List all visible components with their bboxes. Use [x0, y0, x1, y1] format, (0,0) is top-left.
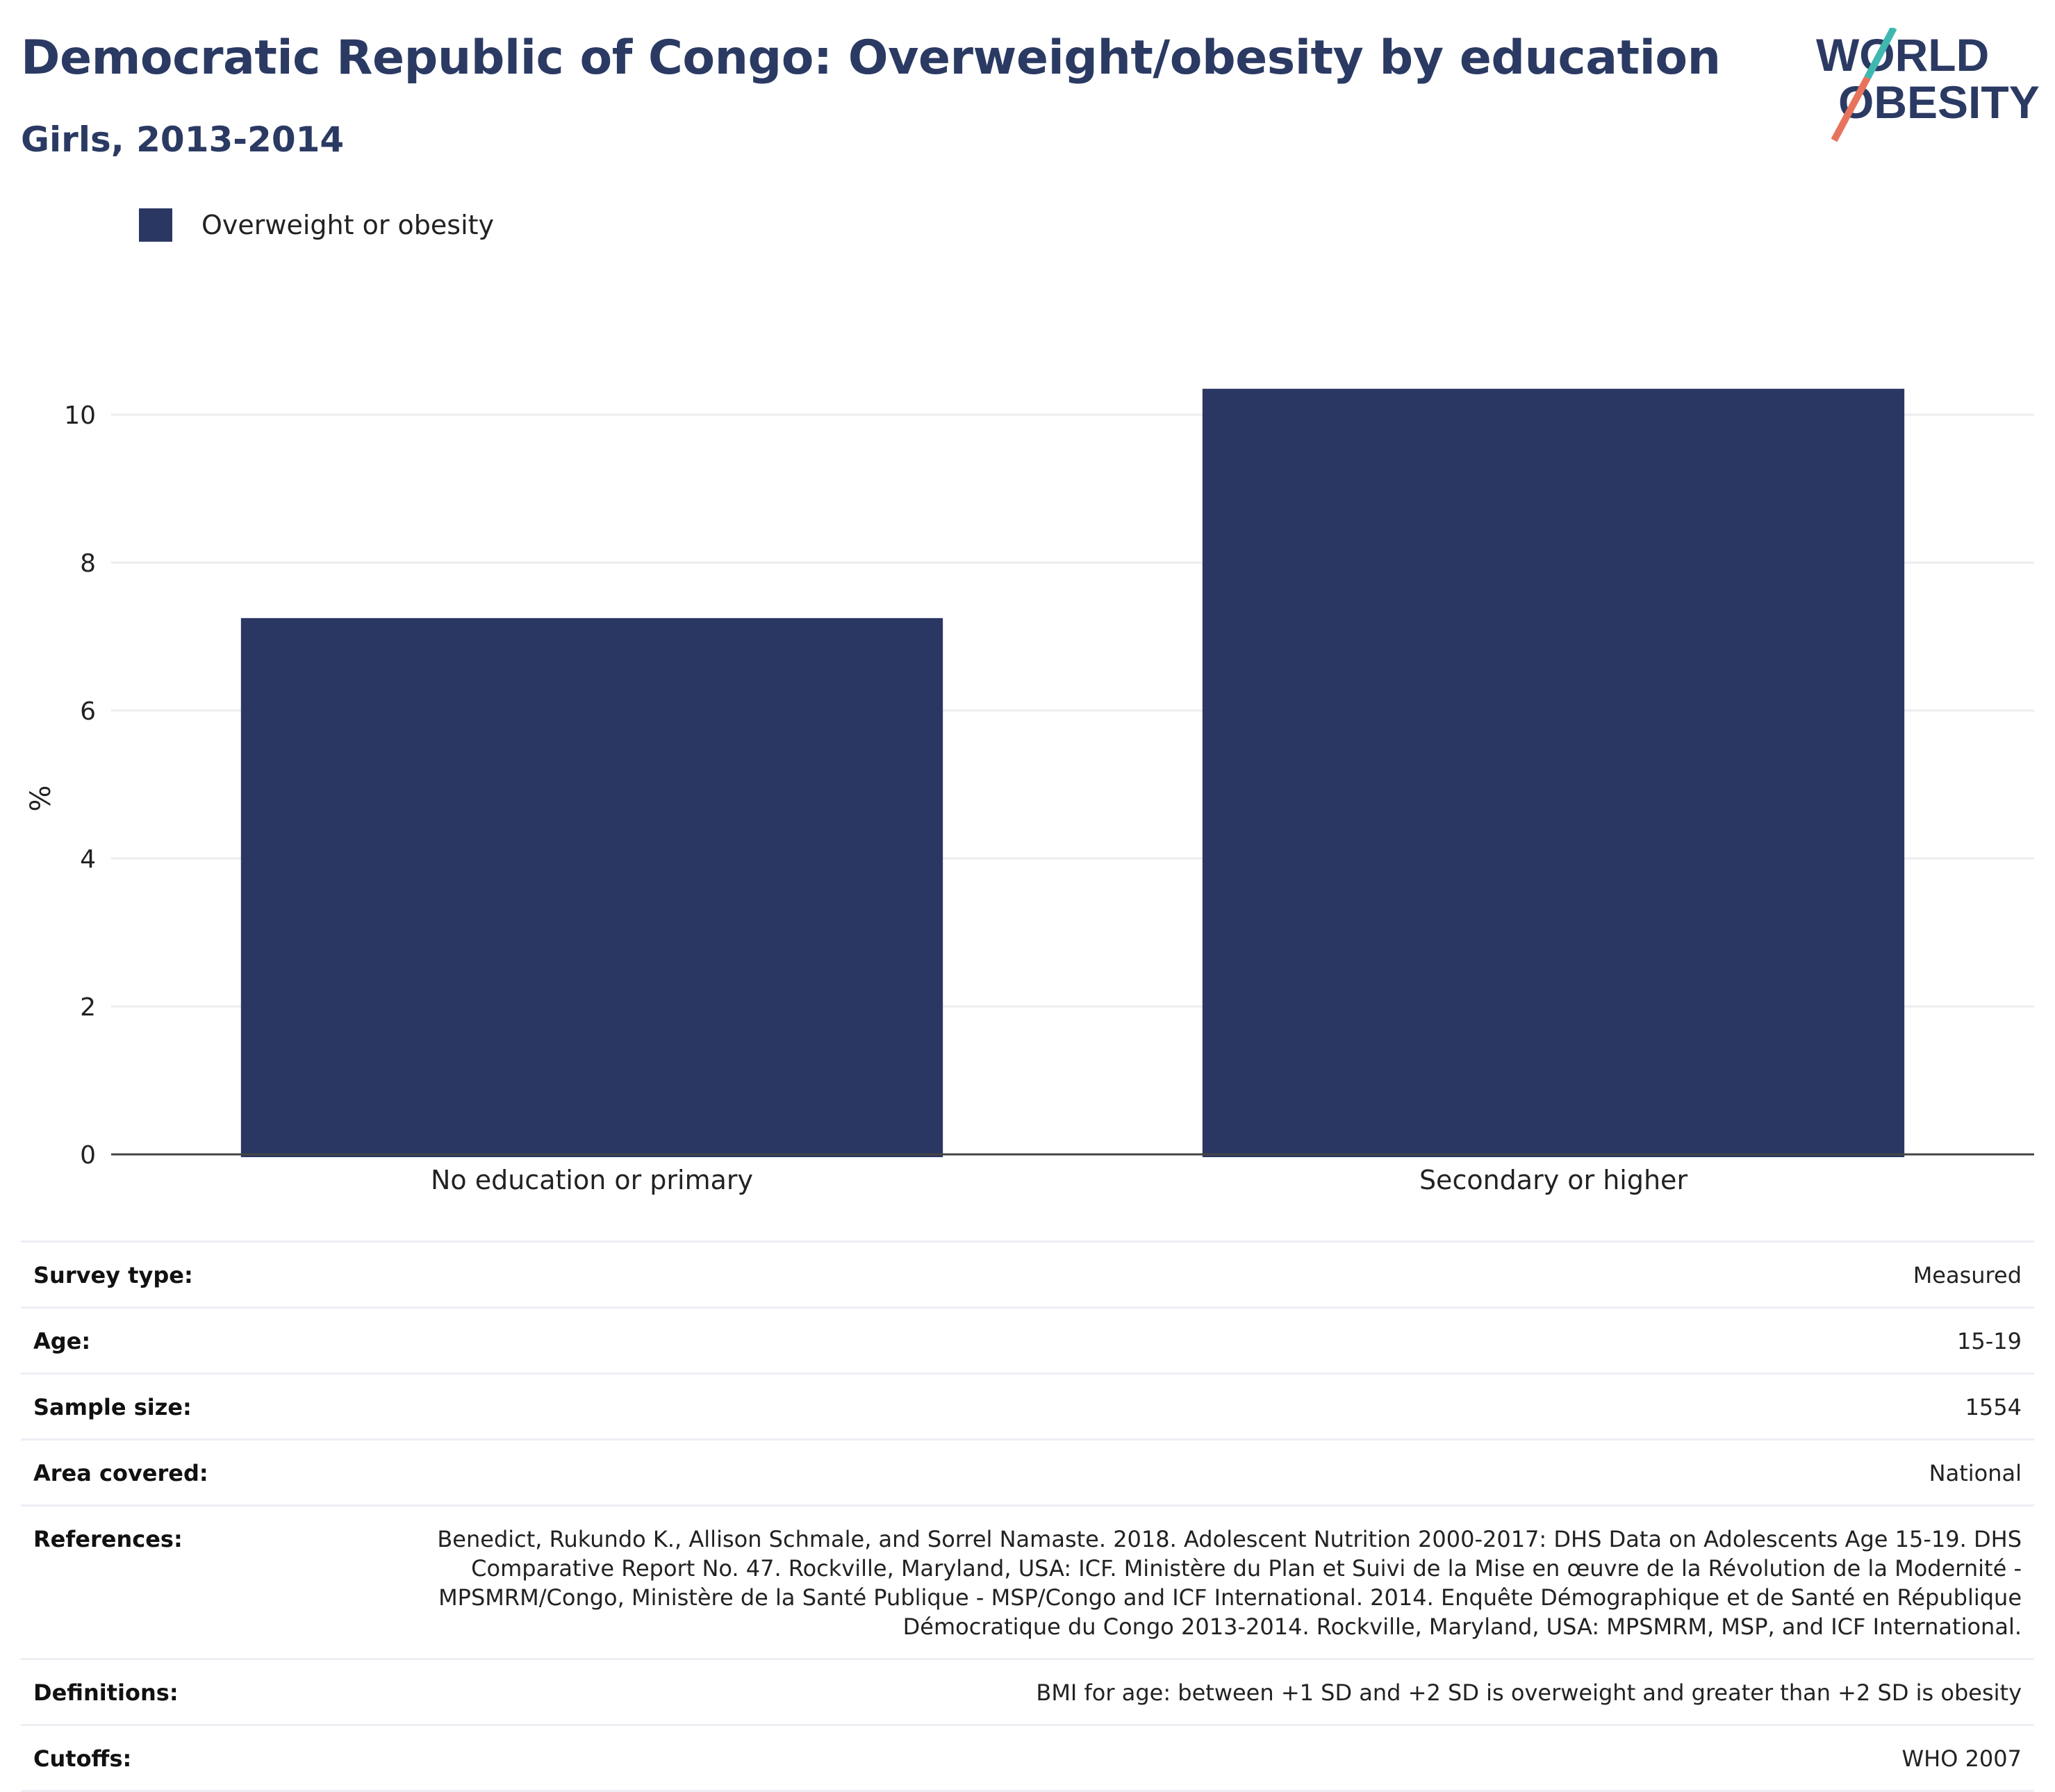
info-label: Cutoffs:	[33, 1745, 132, 1772]
bar-chart: 0 2 4 6 8 10% No education or primary Secondary…	[25, 388, 2034, 1195]
bar	[240, 617, 943, 1157]
info-value: WHO 2007	[1901, 1745, 2022, 1772]
info-label: Survey type:	[33, 1262, 193, 1288]
info-value: Benedict, Rukundo K., Allison Schmale, a…	[437, 1526, 2022, 1640]
survey-info-table: Survey type: Measured Age: 15-19 Sample size…	[21, 1241, 2034, 1792]
logo-slash-coral	[1831, 76, 1871, 142]
y-tick-label: 2	[80, 993, 96, 1022]
info-label: Area covered:	[33, 1460, 208, 1486]
legend-swatch	[139, 208, 172, 242]
legend-label: Overweight or obesity	[201, 210, 495, 240]
info-value: 1554	[1965, 1394, 2022, 1420]
y-tick-label: 0	[80, 1141, 96, 1170]
x-tick-label: Secondary or higher	[1419, 1165, 1688, 1195]
info-value: Measured	[1913, 1262, 2022, 1288]
logo-slash-teal	[1864, 28, 1897, 80]
y-tick-label: 8	[80, 549, 96, 578]
y-tick-label: 4	[80, 845, 96, 874]
info-row: Age: 15-19	[21, 1306, 2034, 1372]
info-row: Sample size: 1554	[21, 1372, 2034, 1438]
y-tick-label: 10	[64, 401, 96, 430]
x-tick-label: No education or primary	[431, 1165, 753, 1195]
info-row: Definitions: BMI for age: between +1 SD a…	[21, 1658, 2034, 1724]
logo-line2: OBESITY	[1838, 76, 2040, 128]
info-label: Definitions:	[33, 1679, 179, 1706]
info-label: Age:	[33, 1328, 91, 1354]
info-label: Sample size:	[33, 1394, 192, 1420]
logo-line1: WORLD	[1816, 29, 1989, 81]
info-label: References:	[33, 1526, 183, 1552]
bar	[1202, 388, 1905, 1157]
info-row: Cutoffs: WHO 2007	[21, 1724, 2034, 1792]
page-subtitle: Girls, 2013-2014	[21, 119, 345, 160]
info-value: National	[1929, 1460, 2022, 1486]
info-row: Area covered: National	[21, 1438, 2034, 1504]
info-row: References: Benedict, Rukundo K., Allison…	[21, 1504, 2034, 1658]
info-row: Survey type: Measured	[21, 1241, 2034, 1306]
page-title: Democratic Republic of Congo: Overweight…	[21, 31, 1721, 85]
y-axis-label: %	[25, 785, 57, 811]
info-value: 15-19	[1957, 1328, 2022, 1354]
world-obesity-logo: WORLD OBESITY	[1816, 28, 2040, 142]
y-tick-label: 6	[80, 697, 96, 726]
info-value: BMI for age: between +1 SD and +2 SD is …	[1036, 1679, 2022, 1706]
